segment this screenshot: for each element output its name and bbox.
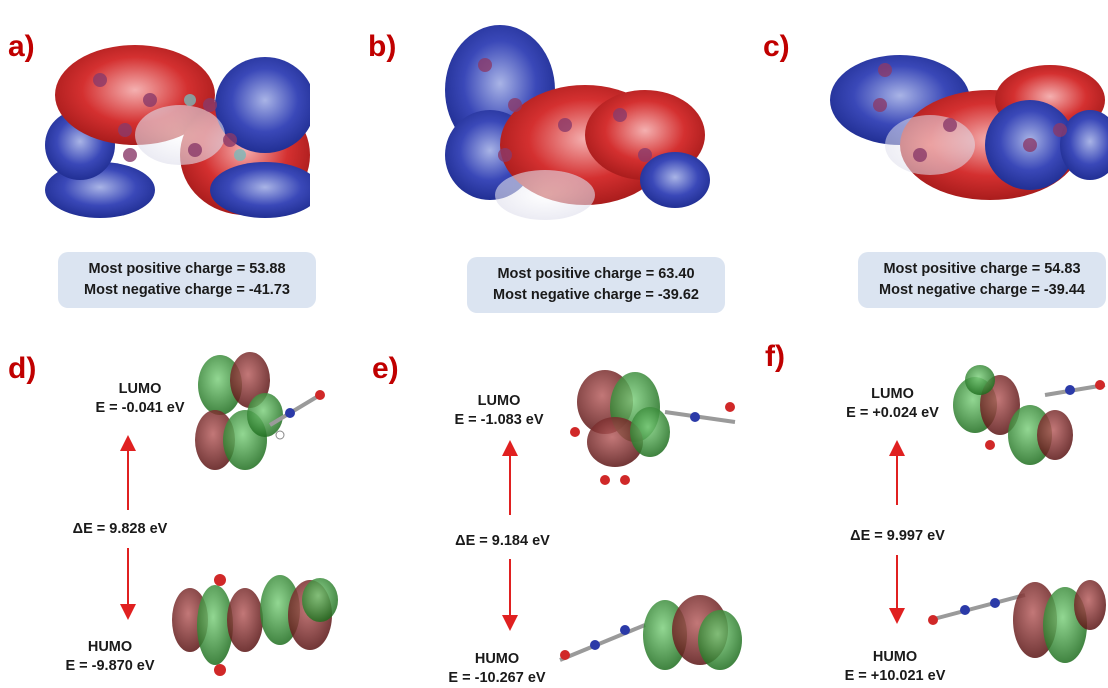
arrow-up-f bbox=[889, 440, 905, 505]
lumo-label-d: LUMO E = -0.041 eV bbox=[85, 380, 195, 418]
esp-map-b bbox=[445, 25, 710, 220]
panel-label-f: f) bbox=[765, 340, 785, 373]
homo-orbital-f bbox=[928, 580, 1106, 663]
homo-energy-f: E = +10.021 eV bbox=[844, 668, 946, 684]
lumo-label-e: LUMO E = -1.083 eV bbox=[443, 392, 555, 430]
positive-charge-a: Most positive charge = 53.88 bbox=[88, 261, 286, 277]
arrow-down-f bbox=[889, 555, 905, 624]
homo-title-e: HUMO bbox=[474, 651, 520, 667]
panel-label-e: e) bbox=[372, 352, 399, 385]
arrow-down-d bbox=[120, 548, 136, 620]
esp-map-a bbox=[45, 45, 310, 218]
positive-charge-c: Most positive charge = 54.83 bbox=[883, 261, 1081, 277]
charge-box-c: Most positive charge = 54.83 Most negati… bbox=[858, 252, 1106, 308]
negative-charge-a: Most negative charge = -41.73 bbox=[84, 282, 290, 298]
arrow-down-e bbox=[502, 559, 518, 631]
homo-label-e: HUMO E = -10.267 eV bbox=[438, 650, 556, 688]
homo-orbital-d bbox=[172, 574, 338, 676]
panel-label-d: d) bbox=[8, 352, 37, 385]
positive-charge-b: Most positive charge = 63.40 bbox=[497, 266, 695, 282]
lumo-energy-f: E = +0.024 eV bbox=[846, 405, 939, 421]
panel-label-b: b) bbox=[368, 30, 397, 63]
charge-box-a: Most positive charge = 53.88 Most negati… bbox=[58, 252, 316, 308]
lumo-energy-d: E = -0.041 eV bbox=[95, 400, 185, 416]
arrow-up-d bbox=[120, 435, 136, 510]
lumo-energy-e: E = -1.083 eV bbox=[454, 412, 544, 428]
esp-map-c bbox=[830, 55, 1108, 200]
lumo-orbital-e bbox=[570, 370, 736, 485]
homo-energy-e: E = -10.267 eV bbox=[448, 670, 546, 686]
panel-label-a: a) bbox=[8, 30, 35, 63]
lumo-title-e: LUMO bbox=[477, 393, 521, 409]
homo-title-d: HUMO bbox=[87, 639, 133, 655]
gap-label-d: ΔE = 9.828 eV bbox=[72, 521, 168, 537]
charge-box-b: Most positive charge = 63.40 Most negati… bbox=[467, 257, 725, 313]
negative-charge-b: Most negative charge = -39.62 bbox=[493, 287, 699, 303]
homo-title-f: HUMO bbox=[872, 649, 918, 665]
gap-label-e: ΔE = 9.184 eV bbox=[455, 533, 550, 549]
arrow-up-e bbox=[502, 440, 518, 515]
lumo-label-f: LUMO E = +0.024 eV bbox=[835, 385, 950, 423]
negative-charge-c: Most negative charge = -39.44 bbox=[879, 282, 1085, 298]
homo-orbital-e bbox=[559, 595, 742, 670]
homo-label-f: HUMO E = +10.021 eV bbox=[830, 648, 960, 686]
lumo-orbital-d bbox=[195, 352, 325, 470]
lumo-title-f: LUMO bbox=[871, 386, 914, 402]
homo-energy-d: E = -9.870 eV bbox=[65, 658, 155, 674]
homo-label-d: HUMO E = -9.870 eV bbox=[50, 638, 170, 676]
panel-label-c: c) bbox=[763, 30, 790, 63]
gap-label-f: ΔE = 9.997 eV bbox=[850, 528, 945, 544]
lumo-orbital-f bbox=[953, 365, 1106, 465]
lumo-title-d: LUMO bbox=[118, 381, 162, 397]
